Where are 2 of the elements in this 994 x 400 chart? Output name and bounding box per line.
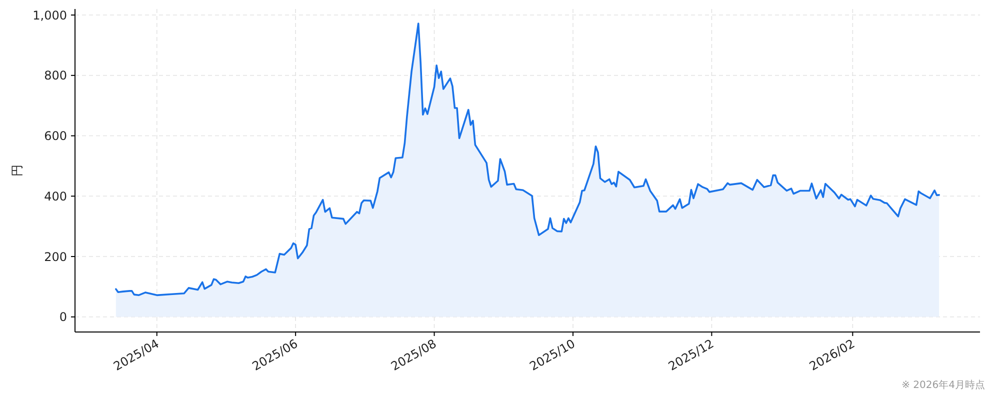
ylabel: 円 [10,164,24,176]
annotation: ※ 2026年4月時点 [902,380,985,391]
